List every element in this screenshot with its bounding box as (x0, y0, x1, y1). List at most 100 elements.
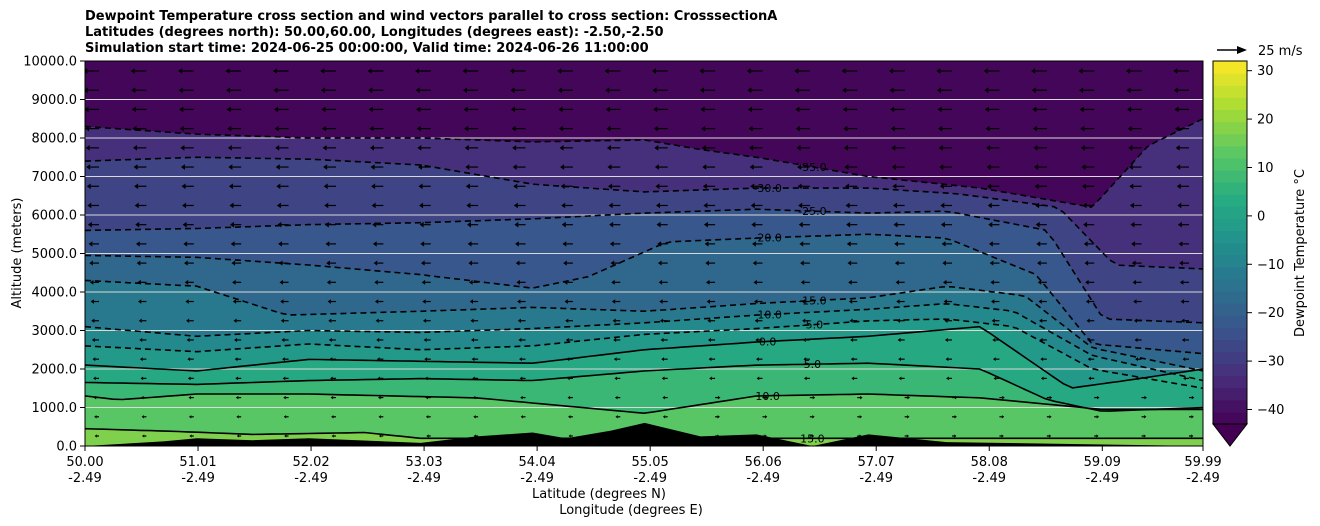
wind-vector-head (1037, 279, 1042, 285)
wind-vector-head (1079, 87, 1084, 94)
x-tick-label-longitude: -2.49 (1085, 471, 1119, 486)
colorbar-band (1213, 303, 1247, 316)
wind-vector-head (746, 68, 751, 74)
wind-vector-head (471, 357, 475, 362)
wind-vector-head (374, 279, 378, 285)
wind-vector-head (226, 87, 231, 94)
wind-vector-head (376, 357, 380, 362)
wind-vector-head (183, 241, 188, 247)
wind-vector-head (517, 299, 521, 304)
colorbar-band (1213, 61, 1247, 74)
wind-vector-head (557, 87, 562, 94)
wind-vector-head (94, 415, 97, 419)
wind-vector-head (284, 434, 287, 438)
wind-vector-head (940, 202, 945, 209)
wind-vector-head (989, 260, 994, 266)
quiver-key-label: 25 m/s (1258, 44, 1303, 59)
wind-vector-head (1085, 299, 1090, 304)
colorbar-band (1213, 133, 1247, 147)
colorbar-extend-triangle (1211, 423, 1249, 447)
wind-vector-head (844, 164, 849, 170)
wind-vector-head (707, 318, 711, 323)
wind-vector-head (615, 415, 618, 419)
wind-vector-head (985, 125, 990, 132)
terrain-profile (85, 422, 1203, 446)
wind-vector-head (1040, 357, 1044, 362)
wind-vector-head (324, 202, 329, 209)
wind-vector-head (605, 106, 610, 113)
wind-vector-head (608, 183, 613, 190)
wind-vector-head (706, 299, 711, 304)
colorbar-tick-label: 10 (1257, 161, 1274, 176)
wind-vector-head (612, 318, 616, 323)
wind-vector-head (514, 221, 519, 228)
wind-vector-head (654, 145, 659, 151)
wind-vector-head (652, 87, 657, 94)
wind-vector-head (898, 357, 901, 362)
wind-vector-head (378, 434, 382, 438)
wind-vector-head (609, 241, 614, 247)
wind-vector-head (1085, 279, 1089, 285)
wind-vector-head (331, 415, 334, 419)
wind-vector-head (568, 415, 571, 419)
wind-vector-head (326, 279, 331, 285)
wind-vector-head (936, 87, 941, 94)
wind-vector-head (138, 299, 142, 304)
colorbar-band (1213, 230, 1247, 244)
wind-vector-head (235, 376, 238, 381)
wind-vector-head (133, 164, 138, 170)
wind-vector-head (850, 337, 854, 343)
wind-vector-head (605, 87, 610, 94)
wind-vector-head (415, 87, 420, 94)
wind-vector-head (375, 318, 379, 323)
contour-line (85, 156, 1203, 270)
wind-vector-head (565, 337, 569, 343)
wind-vector-head (796, 145, 801, 151)
x-tick-label-latitude: 56.06 (745, 455, 782, 470)
colorbar-band (1213, 327, 1247, 340)
x-tick-label-latitude: 53.03 (405, 455, 442, 470)
wind-vector-head (178, 68, 183, 74)
wind-vector-head (378, 395, 381, 400)
wind-vector-head (706, 279, 710, 285)
wind-vector-head (426, 434, 429, 438)
wind-vector-head (907, 415, 910, 419)
wind-vector-head (1129, 202, 1134, 209)
wind-vector-head (274, 125, 279, 132)
wind-vector-head (751, 221, 756, 228)
x-tick-label-longitude: -2.49 (294, 471, 328, 486)
wind-vector-head (463, 106, 468, 113)
colorbar-band (1213, 194, 1247, 207)
wind-vector-head (234, 357, 238, 362)
y-axis: 0.0 1000.0 2000.0 3000.0 4000.0 5000.0 6000.0 7… (23, 55, 85, 455)
wind-vector-head (944, 337, 948, 343)
wind-vector-head (750, 183, 755, 190)
wind-vector-head (369, 145, 374, 151)
wind-vector-head (938, 145, 943, 151)
wind-vector-head (1082, 202, 1087, 209)
wind-vector-head (326, 260, 330, 266)
contour-label: -10.0 (753, 309, 781, 322)
wind-vector-head (138, 318, 142, 323)
wind-vector-head (1088, 376, 1091, 381)
wind-vector-head (85, 125, 90, 132)
wind-vector-head (850, 357, 854, 362)
wind-vector-head (283, 395, 286, 400)
wind-vector-head (703, 202, 708, 209)
colorbar-band (1213, 85, 1247, 98)
wind-vector-head (91, 337, 95, 343)
wind-vector-head (462, 68, 467, 74)
wind-vector-head (897, 337, 901, 343)
wind-vector-head (188, 395, 191, 400)
wind-vector-head (652, 68, 657, 74)
wind-vector-head (611, 279, 615, 285)
wind-vector-head (561, 202, 566, 209)
wind-vector-head (1039, 318, 1043, 323)
colorbar-band (1213, 157, 1247, 171)
wind-vector-head (465, 183, 470, 190)
wind-vector-head (1083, 221, 1088, 228)
wind-vector-head (843, 145, 848, 151)
wind-vector-head (747, 87, 752, 94)
wind-vector-head (1080, 145, 1085, 151)
